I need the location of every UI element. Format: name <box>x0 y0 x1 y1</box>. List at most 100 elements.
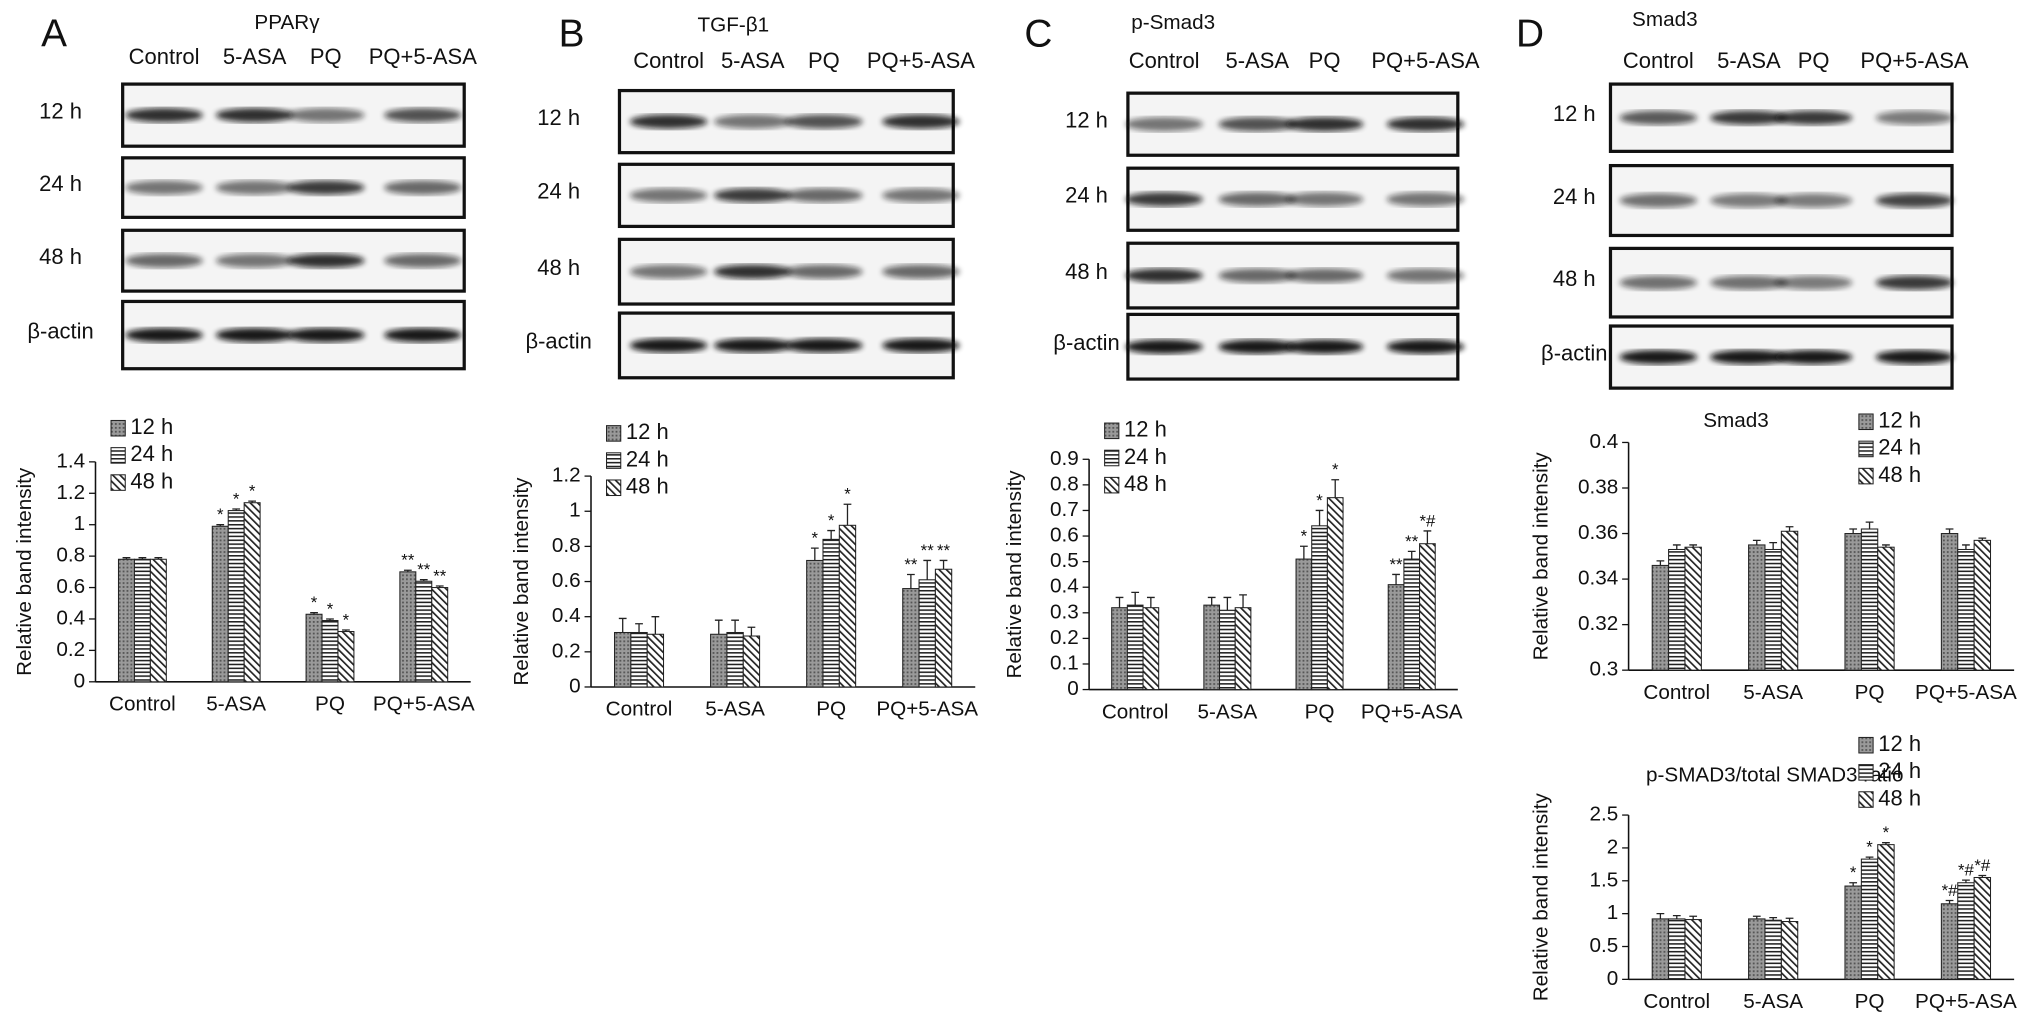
row-label: β-actin <box>1541 340 1607 365</box>
bar <box>1111 607 1128 691</box>
y-tick-label: 0.6 <box>552 569 581 592</box>
bar <box>211 525 229 683</box>
blot-band <box>286 108 365 123</box>
bar <box>1142 607 1160 691</box>
legend-swatch <box>110 474 126 491</box>
bar <box>1684 919 1702 980</box>
error-bar <box>1331 479 1340 498</box>
y-tick-label: 0.3 <box>1050 600 1079 623</box>
legend-swatch <box>110 419 126 437</box>
x-tick-label: Control <box>606 698 673 721</box>
bar <box>1877 546 1895 671</box>
significance-label: *# <box>1942 881 1959 900</box>
significance-label: * <box>1301 527 1308 546</box>
bar <box>305 613 323 683</box>
lane-label: 5-ASA <box>1226 48 1290 73</box>
row-label: 48 h <box>39 244 82 269</box>
bar <box>1651 918 1670 980</box>
blot-band <box>629 188 708 203</box>
blot-band <box>785 338 863 353</box>
y-tick-label: 0.34 <box>1578 567 1618 590</box>
y-tick-label: 0.4 <box>1050 575 1079 598</box>
error-bar <box>731 619 739 633</box>
error-bar <box>747 626 756 637</box>
error-bar <box>403 569 412 572</box>
blot-band <box>1125 192 1203 207</box>
x-tick-label: PQ <box>1305 700 1335 723</box>
blot-band <box>1875 110 1954 125</box>
blot-band <box>1386 339 1465 354</box>
error-bar <box>1146 596 1155 608</box>
bar <box>838 524 857 688</box>
x-tick-label: Control <box>1643 681 1710 704</box>
significance-label: *# <box>1958 861 1975 880</box>
blot-band <box>713 264 792 279</box>
bar <box>1748 918 1766 980</box>
legend-swatch <box>1104 476 1120 494</box>
blot-band <box>629 114 708 129</box>
blot-band <box>215 180 294 195</box>
y-axis-label: Relative band intensity <box>13 467 36 676</box>
blot-band <box>882 188 960 203</box>
significance-label: ** <box>401 551 415 570</box>
bar <box>1387 584 1405 691</box>
x-tick-label: Control <box>1102 700 1169 723</box>
row-label: 24 h <box>1553 184 1596 209</box>
bar <box>1860 858 1879 980</box>
y-tick-label: 0.4 <box>56 606 85 629</box>
bar <box>1973 539 1992 671</box>
bar <box>1957 548 1975 671</box>
error-bar <box>1978 874 1987 878</box>
lane-label: PQ+5-ASA <box>867 48 975 73</box>
y-tick-label: 1.5 <box>1589 868 1618 891</box>
y-axis-label: Relative band intensity <box>1003 470 1026 679</box>
error-bar <box>1849 528 1858 534</box>
bar <box>1940 903 1959 980</box>
blot-band <box>1875 349 1954 365</box>
blot-band <box>1875 275 1954 290</box>
significance-label: * <box>311 593 318 612</box>
y-tick-label: 1 <box>569 499 581 522</box>
blot-band <box>1774 275 1853 290</box>
error-bar <box>216 524 225 527</box>
significance-label: * <box>1883 823 1890 842</box>
row-label: 24 h <box>39 171 82 196</box>
y-tick-label: 0.1 <box>1050 651 1079 674</box>
bar <box>243 502 261 683</box>
row-label: 24 h <box>1065 182 1108 207</box>
blot-band <box>629 264 708 279</box>
error-bar <box>138 557 147 560</box>
x-tick-label: PQ+5-ASA <box>1361 700 1463 723</box>
significance-label: * <box>343 610 350 629</box>
legend-label: 24 h <box>1878 435 1921 460</box>
error-bar <box>1769 916 1778 921</box>
blot-band <box>1218 268 1297 283</box>
legend-label: 12 h <box>626 419 669 444</box>
error-bar <box>435 585 444 588</box>
error-bar <box>1882 842 1890 845</box>
bar <box>918 579 936 688</box>
blot-band <box>1710 110 1788 125</box>
lane-label: Control <box>129 44 200 69</box>
blot-band <box>1285 192 1364 207</box>
legend-label: 24 h <box>1878 758 1921 783</box>
panel-letter: C <box>1024 12 1052 55</box>
error-bar <box>1689 915 1698 920</box>
legend-swatch <box>1858 440 1874 458</box>
error-bar <box>1945 528 1954 534</box>
bar <box>902 588 920 688</box>
error-bar <box>1656 912 1665 919</box>
blot-band <box>1218 192 1297 207</box>
row-label: 48 h <box>537 255 580 280</box>
x-tick-label: Control <box>109 693 176 716</box>
panel-letter: D <box>1516 12 1544 55</box>
bar <box>1877 844 1895 980</box>
bar <box>1419 543 1436 691</box>
bar <box>1219 609 1236 691</box>
y-tick-label: 0.32 <box>1578 612 1618 635</box>
x-tick-label: PQ+5-ASA <box>1915 990 2017 1013</box>
y-tick-label: 0.7 <box>1050 498 1079 521</box>
blot-band <box>1125 117 1203 132</box>
blot-band <box>384 108 462 123</box>
